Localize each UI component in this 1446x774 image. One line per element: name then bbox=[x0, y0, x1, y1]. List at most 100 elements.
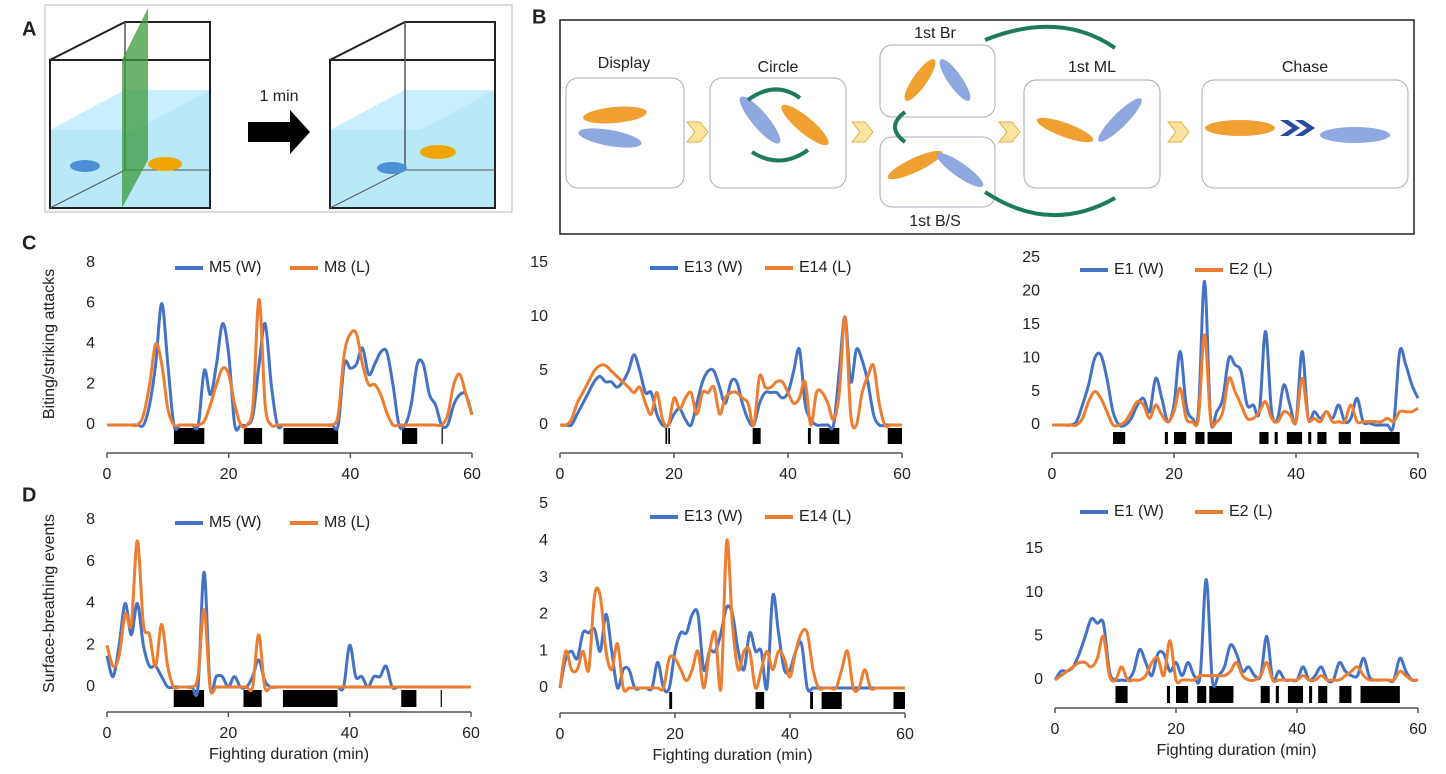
arrow-label: 1 min bbox=[259, 88, 298, 105]
y-tick-label: 6 bbox=[86, 295, 95, 312]
chart: 0 2 4 6 8 0 20 40 60 M5 (W) M8 (L) Biting/striking … bbox=[41, 254, 481, 483]
x-tick-label: 60 bbox=[1409, 466, 1427, 483]
y-tick-label: 0 bbox=[539, 679, 548, 696]
fight-bout bbox=[173, 690, 205, 707]
x-tick-label: 20 bbox=[665, 466, 683, 483]
x-tick-label: 20 bbox=[220, 466, 238, 483]
stage-box bbox=[879, 44, 996, 118]
x-tick-label: 40 bbox=[781, 726, 799, 743]
fight-bout bbox=[665, 428, 668, 444]
fight-bout bbox=[1164, 432, 1168, 444]
fight-bout bbox=[243, 690, 262, 707]
fight-bout bbox=[173, 428, 205, 444]
x-tick-label: 60 bbox=[463, 466, 481, 483]
fight-bout bbox=[402, 428, 418, 444]
y-tick-label: 10 bbox=[1022, 349, 1040, 366]
legend-label: E13 (W) bbox=[684, 508, 743, 525]
y-tick-label: 5 bbox=[539, 495, 548, 512]
fight-bout bbox=[1308, 432, 1312, 444]
x-tick-label: 0 bbox=[556, 726, 565, 743]
legend-label: M8 (L) bbox=[324, 514, 370, 531]
fight-bout bbox=[819, 428, 840, 444]
fight-bout bbox=[1259, 432, 1269, 444]
cycle-arrows bbox=[746, 24, 1117, 218]
legend-label: E14 (L) bbox=[799, 508, 851, 525]
fight-bout bbox=[283, 428, 339, 444]
fight-bout bbox=[1339, 686, 1352, 703]
fight-bout bbox=[1274, 432, 1278, 444]
x-tick-label: 0 bbox=[1048, 466, 1057, 483]
fight-bout bbox=[282, 690, 338, 707]
y-tick-label: 2 bbox=[86, 376, 95, 393]
y-tick-label: 0 bbox=[539, 416, 548, 433]
x-tick-label: 20 bbox=[666, 726, 684, 743]
x-tick-label: 40 bbox=[779, 466, 797, 483]
x-tick-label: 20 bbox=[219, 725, 237, 742]
legend-label: E14 (L) bbox=[799, 259, 851, 276]
panel-a: 1 min bbox=[44, 4, 513, 213]
stage-label: Display bbox=[598, 55, 650, 72]
legend-label: M8 (L) bbox=[324, 259, 370, 276]
x-tick-label: 20 bbox=[1165, 466, 1183, 483]
y-tick-label: 0 bbox=[1034, 671, 1043, 688]
y-tick-label: 10 bbox=[530, 308, 548, 325]
stage-label: 1st ML bbox=[1068, 59, 1116, 76]
y-tick-label: 15 bbox=[530, 254, 548, 271]
y-tick-label: 15 bbox=[1022, 316, 1040, 333]
tank bbox=[49, 8, 211, 209]
fight-bout bbox=[752, 428, 761, 444]
fight-bout bbox=[1318, 686, 1328, 703]
fight-bout bbox=[1260, 686, 1270, 703]
y-tick-label: 0 bbox=[1031, 416, 1040, 433]
panel-letter: C bbox=[22, 232, 36, 254]
fight-bout bbox=[1360, 432, 1400, 444]
fight-bout bbox=[821, 692, 842, 709]
x-tick-label: 60 bbox=[896, 726, 914, 743]
fight-bout bbox=[1207, 432, 1232, 444]
y-tick-label: 4 bbox=[86, 595, 95, 612]
x-tick-label: 40 bbox=[1288, 721, 1306, 738]
x-tick-label: 40 bbox=[341, 725, 359, 742]
series-line bbox=[1051, 333, 1419, 428]
legend-label: M5 (W) bbox=[209, 514, 261, 531]
fight-bout bbox=[807, 428, 811, 444]
series-line bbox=[558, 538, 905, 694]
y-tick-label: 5 bbox=[1031, 383, 1040, 400]
y-tick-label: 5 bbox=[539, 362, 548, 379]
series-line bbox=[105, 539, 471, 695]
fight-bout bbox=[668, 428, 671, 444]
chart: 0 5 10 15 0 20 40 60 E13 (W) E14 (L) bbox=[530, 254, 911, 483]
fight-bout bbox=[810, 692, 813, 709]
y-axis-label: Surface-breathing events bbox=[41, 514, 58, 693]
legend-label: E2 (L) bbox=[1229, 261, 1273, 278]
stage-label: Circle bbox=[758, 59, 799, 76]
stage-label: Chase bbox=[1282, 59, 1328, 76]
legend-label: E1 (W) bbox=[1114, 261, 1164, 278]
stage-box bbox=[565, 77, 685, 189]
y-tick-label: 4 bbox=[539, 532, 548, 549]
y-tick-label: 5 bbox=[1034, 628, 1043, 645]
stage-label: 1st B/S bbox=[909, 213, 961, 230]
fight-bout bbox=[401, 690, 417, 707]
y-tick-label: 15 bbox=[1025, 540, 1043, 557]
panel-frame bbox=[44, 4, 513, 213]
y-tick-label: 0 bbox=[86, 678, 95, 695]
legend-label: M5 (W) bbox=[209, 259, 261, 276]
fight-bout bbox=[1166, 686, 1170, 703]
fight-bout bbox=[1309, 686, 1313, 703]
chart: 0 2 4 6 8 0 20 40 60 M5 (W) M8 (L) Surface-breathin… bbox=[41, 511, 480, 763]
fight-bout bbox=[1197, 686, 1207, 703]
fight-bout bbox=[1275, 686, 1279, 703]
panel-frame bbox=[559, 19, 1415, 235]
series-line bbox=[1054, 634, 1419, 685]
x-tick-label: 0 bbox=[556, 466, 565, 483]
fight-bout bbox=[1195, 432, 1205, 444]
y-tick-label: 10 bbox=[1025, 584, 1043, 601]
step-arrows bbox=[685, 121, 1190, 143]
fight-bout bbox=[1209, 686, 1234, 703]
fight-bout bbox=[1360, 686, 1400, 703]
legend-label: E13 (W) bbox=[684, 259, 743, 276]
fight-bout bbox=[1113, 432, 1126, 444]
stage-label: 1st Br bbox=[914, 25, 956, 42]
